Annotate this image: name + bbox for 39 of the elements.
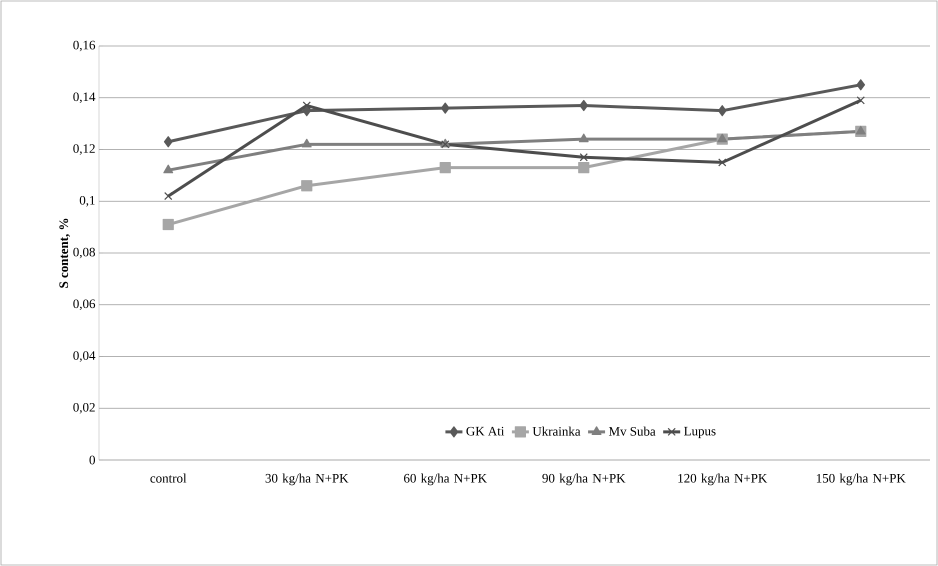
point bbox=[302, 101, 311, 110]
point bbox=[580, 153, 588, 162]
point bbox=[164, 136, 173, 148]
point bbox=[302, 138, 312, 148]
legend-label: Ukrainka bbox=[532, 426, 580, 436]
point bbox=[301, 180, 312, 192]
point bbox=[579, 100, 588, 112]
y-tick-label: 0 bbox=[90, 456, 95, 464]
y-tick-label: 0,08 bbox=[73, 248, 95, 258]
x-tick-label: 120 kg/ha N+PK bbox=[678, 474, 768, 486]
point bbox=[856, 79, 866, 90]
point bbox=[440, 102, 450, 114]
x-tick-label: 60 kg/ha N+PK bbox=[404, 474, 487, 486]
y-axis-title: S content, % bbox=[59, 218, 70, 288]
y-tick-label: 0,02 bbox=[73, 402, 95, 414]
point bbox=[164, 192, 172, 200]
legend-label: GK Ati bbox=[466, 426, 504, 436]
point bbox=[856, 96, 865, 104]
legend-label: Lupus bbox=[684, 426, 716, 438]
legend-label: Mv Suba bbox=[608, 426, 656, 436]
x-tick-label: 90 kg/ha N+PK bbox=[542, 474, 626, 486]
point bbox=[440, 162, 451, 174]
point bbox=[718, 105, 727, 116]
point bbox=[163, 164, 174, 174]
y-tick-label: 0,04 bbox=[73, 351, 96, 362]
y-tick-label: 0,12 bbox=[73, 144, 95, 155]
point bbox=[718, 158, 726, 167]
point bbox=[578, 134, 589, 142]
y-tick-label: 0,14 bbox=[73, 92, 96, 104]
y-tick-label: 0,06 bbox=[73, 299, 96, 310]
x-tick-label: 30 kg/ha N+PK bbox=[266, 474, 348, 486]
point bbox=[578, 162, 590, 174]
x-tick-label: 150 kg/ha N+PK bbox=[816, 474, 906, 486]
point bbox=[717, 134, 728, 142]
y-tick-label: 0,16 bbox=[73, 40, 96, 52]
point bbox=[856, 126, 866, 134]
y-tick-label: 0,1 bbox=[80, 196, 95, 207]
x-tick-label: control bbox=[150, 474, 186, 483]
point bbox=[162, 218, 174, 230]
